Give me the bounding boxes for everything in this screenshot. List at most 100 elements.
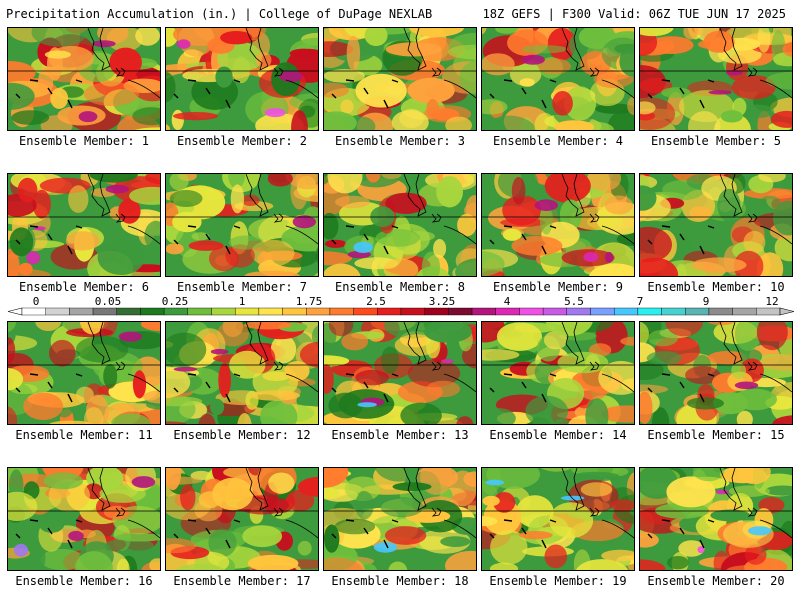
colorbar-tick-label: 4 [504,295,511,308]
ensemble-member-caption: Ensemble Member: 20 [647,574,785,588]
ensemble-member-caption: Ensemble Member: 9 [492,280,624,294]
precipitation-field [8,174,160,276]
colorbar-swatch [756,307,781,316]
colorbar-swatch [471,307,496,316]
precipitation-field [166,322,318,424]
colorbar-tick-label: 2.5 [366,295,386,308]
precipitation-field [8,322,160,424]
ensemble-member-caption: Ensemble Member: 2 [176,134,308,148]
colorbar-tick-label: 5.5 [564,295,584,308]
ensemble-member-caption: Ensemble Member: 4 [492,134,624,148]
precipitation-field [640,468,792,570]
ensemble-member-caption: Ensemble Member: 19 [489,574,627,588]
ensemble-member-map [639,27,793,131]
colorbar-swatch [519,307,544,316]
ensemble-member-map [323,27,477,131]
ensemble-member-caption: Ensemble Member: 16 [15,574,153,588]
ensemble-member-caption: Ensemble Member: 15 [647,428,785,442]
colorbar-swatch [92,307,117,316]
page-title: Precipitation Accumulation (in.) | Colle… [6,7,433,21]
colorbar-swatch [542,307,568,316]
ensemble-member-map [7,321,161,425]
colorbar-tick-label: 0.05 [95,295,122,308]
precipitation-field [640,322,792,424]
precipitation-field [482,322,634,424]
colorbar-swatch [708,307,733,316]
ensemble-member-caption: Ensemble Member: 11 [15,428,153,442]
precipitation-field [640,28,792,130]
ensemble-member-caption: Ensemble Member: 5 [650,134,782,148]
ensemble-member-caption: Ensemble Member: 18 [331,574,469,588]
ensemble-member-caption: Ensemble Member: 17 [173,574,311,588]
ensemble-member-map [481,27,635,131]
colorbar-swatch [590,307,615,316]
colorbar-swatch [495,307,520,316]
ensemble-member-caption: Ensemble Member: 3 [334,134,466,148]
ensemble-member-caption: Ensemble Member: 8 [334,280,466,294]
colorbar-swatch [613,307,639,316]
precipitation-field [324,322,476,424]
colorbar-swatch [661,307,686,316]
colorbar-swatch [424,307,449,316]
ensemble-member-caption: Ensemble Member: 12 [173,428,311,442]
ensemble-member-map [323,173,477,277]
colorbar-swatch [140,307,165,316]
colorbar-swatch [400,307,425,316]
colorbar-swatch [211,307,236,316]
precipitation-field [324,174,476,276]
ensemble-member-map [323,467,477,571]
colorbar-swatch [377,307,402,316]
ensemble-member-caption: Ensemble Member: 6 [18,280,150,294]
ensemble-member-map [7,467,161,571]
valid-time-label: 18Z GEFS | F300 Valid: 06Z TUE JUN 17 20… [482,7,786,21]
colorbar-swatch [448,307,473,316]
ensemble-member-map [165,27,319,131]
colorbar-tick-label: 12 [765,295,778,308]
colorbar-swatch [637,307,662,316]
colorbar-swatch [21,307,46,316]
colorbar-swatch [258,307,283,316]
precipitation-field [482,468,634,570]
colorbar-swatch [329,307,354,316]
ensemble-member-map [165,321,319,425]
ensemble-member-caption: Ensemble Member: 7 [176,280,308,294]
precipitation-field [324,28,476,130]
colorbar-tick-label: 3.25 [429,295,456,308]
ensemble-member-caption: Ensemble Member: 13 [331,428,469,442]
colorbar-swatch [282,307,307,316]
colorbar-swatch [685,307,710,316]
precipitation-field [166,174,318,276]
colorbar-swatch [187,307,212,316]
colorbar-tick-label: 1 [239,295,246,308]
colorbar-swatch [306,307,331,316]
ensemble-member-map [7,27,161,131]
ensemble-member-map [639,467,793,571]
ensemble-member-map [165,173,319,277]
ensemble-member-map [481,467,635,571]
precipitation-field [482,28,634,130]
ensemble-member-caption: Ensemble Member: 1 [18,134,150,148]
ensemble-member-map [639,321,793,425]
ensemble-member-map [481,321,635,425]
colorbar-tick-label: 0 [33,295,40,308]
precipitation-colorbar: 0 0.05 0.25 1 1.75 2.5 3.25 4 5.5 7 9 12 [7,295,795,322]
colorbar-tick-label: 1.75 [296,295,323,308]
colorbar-swatch [732,307,757,316]
precipitation-field [8,28,160,130]
colorbar-swatch [234,307,260,316]
colorbar-swatch [45,307,70,316]
ensemble-member-map [165,467,319,571]
colorbar-swatch [69,307,94,316]
precipitation-field [166,28,318,130]
colorbar-tick-label: 9 [703,295,710,308]
colorbar-tick-label: 0.25 [162,295,189,308]
precipitation-field [324,468,476,570]
colorbar-swatch [163,307,189,316]
precipitation-field [166,468,318,570]
colorbar-swatch [566,307,591,316]
precipitation-field [640,174,792,276]
precipitation-field [8,468,160,570]
precipitation-field [482,174,634,276]
ensemble-member-map [7,173,161,277]
ensemble-member-caption: Ensemble Member: 14 [489,428,627,442]
